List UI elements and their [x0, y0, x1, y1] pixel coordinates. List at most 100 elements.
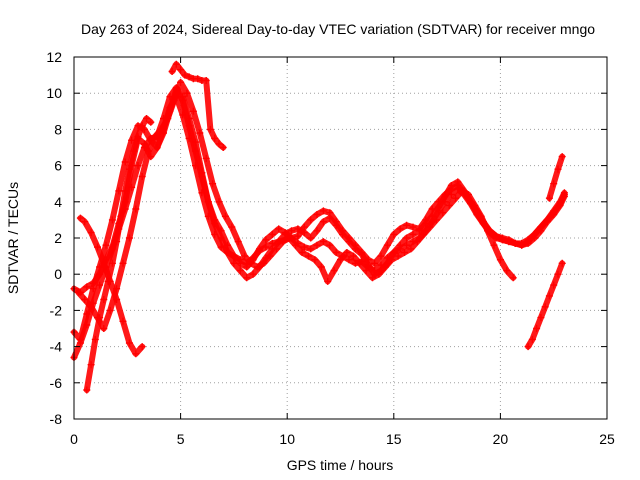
data-point-marker — [151, 133, 159, 141]
data-point-marker — [490, 241, 498, 249]
data-point-marker — [484, 227, 492, 235]
data-point-marker — [183, 89, 191, 97]
data-point-marker — [558, 153, 566, 161]
data-point-marker — [426, 223, 434, 231]
data-point-marker — [528, 335, 536, 343]
data-point-marker — [128, 183, 136, 191]
data-point-marker — [317, 263, 325, 271]
data-point-marker — [307, 234, 315, 242]
y-tick-label: 2 — [54, 230, 62, 246]
data-point-marker — [241, 252, 249, 260]
data-point-marker — [164, 115, 172, 122]
data-point-marker — [230, 259, 238, 267]
data-point-marker — [215, 198, 223, 206]
data-point-marker — [236, 267, 244, 275]
data-point-marker — [106, 306, 114, 314]
data-point-marker — [177, 66, 185, 74]
data-point-marker — [115, 187, 123, 195]
data-point-marker — [215, 140, 223, 148]
data-point-marker — [454, 182, 462, 189]
data-point-marker — [464, 191, 472, 199]
data-point-marker — [81, 218, 89, 226]
data-point-marker — [185, 122, 193, 130]
data-point-marker — [108, 216, 116, 224]
data-point-marker — [121, 187, 129, 195]
data-point-marker — [262, 236, 270, 244]
data-point-marker — [81, 296, 89, 303]
data-point-marker — [249, 270, 257, 278]
data-point-marker — [428, 205, 436, 213]
data-point-marker — [445, 201, 453, 209]
data-point-marker — [560, 189, 568, 197]
y-tick-label: -4 — [50, 339, 63, 355]
data-point-marker — [91, 335, 99, 343]
data-point-marker — [132, 205, 140, 213]
data-point-marker — [377, 252, 385, 260]
data-point-marker — [94, 243, 101, 251]
y-tick-label: 4 — [54, 194, 62, 210]
data-point-marker — [192, 147, 199, 155]
data-point-marker — [541, 303, 549, 311]
y-tick-label: 8 — [54, 121, 62, 137]
data-point-marker — [413, 238, 421, 246]
data-point-marker — [390, 230, 398, 238]
data-point-marker — [83, 283, 91, 291]
data-point-marker — [113, 296, 121, 303]
data-point-marker — [119, 259, 127, 267]
series-band — [71, 84, 568, 361]
data-point-marker — [447, 185, 455, 193]
data-point-marker — [89, 285, 97, 293]
data-point-marker — [518, 239, 526, 247]
data-point-marker — [260, 259, 268, 267]
data-point-marker — [407, 245, 415, 253]
data-point-marker — [383, 241, 391, 249]
data-point-marker — [113, 238, 121, 246]
data-point-marker — [202, 154, 210, 162]
data-point-marker — [332, 218, 340, 226]
data-point-marker — [345, 256, 353, 264]
data-point-marker — [294, 232, 302, 240]
data-point-marker — [83, 310, 91, 318]
data-point-marker — [243, 274, 251, 282]
data-point-marker — [211, 216, 219, 224]
data-point-marker — [458, 187, 466, 195]
data-point-marker — [550, 207, 558, 215]
data-point-marker — [319, 207, 327, 215]
x-tick-label: 0 — [70, 431, 78, 447]
data-point-marker — [134, 133, 142, 141]
data-point-marker — [319, 238, 327, 246]
data-point-marker — [143, 115, 150, 122]
data-point-marker — [371, 259, 379, 267]
data-point-marker — [300, 243, 308, 251]
data-point-marker — [403, 221, 411, 229]
data-point-marker — [531, 230, 538, 238]
data-point-marker — [145, 147, 153, 155]
data-point-marker — [351, 241, 359, 249]
data-point-marker — [179, 96, 187, 104]
data-point-marker — [375, 270, 383, 278]
data-point-marker — [228, 223, 236, 231]
x-tick-label: 20 — [493, 431, 509, 447]
data-point-marker — [202, 77, 210, 84]
data-point-marker — [509, 274, 517, 282]
data-point-marker — [217, 227, 225, 235]
tick-labels: 0 5 10 15 20 25 -8 -6 -4 -2 0 2 4 6 8 10 12 — [46, 49, 615, 447]
data-point-marker — [305, 252, 312, 260]
data-point-marker — [545, 292, 553, 300]
data-point-marker — [219, 144, 227, 151]
data-point-marker — [138, 122, 146, 130]
data-point-marker — [211, 134, 219, 142]
data-point-marker — [362, 267, 370, 275]
data-point-marker — [102, 241, 110, 249]
data-point-marker — [196, 129, 204, 137]
data-point-marker — [121, 158, 129, 166]
data-point-marker — [396, 225, 404, 233]
data-point-marker — [409, 230, 417, 238]
data-point-marker — [117, 212, 125, 220]
data-point-marker — [76, 335, 84, 343]
data-point-marker — [138, 173, 146, 180]
data-point-marker — [292, 241, 300, 249]
series-band — [546, 153, 566, 202]
series-track-4 — [74, 78, 517, 332]
